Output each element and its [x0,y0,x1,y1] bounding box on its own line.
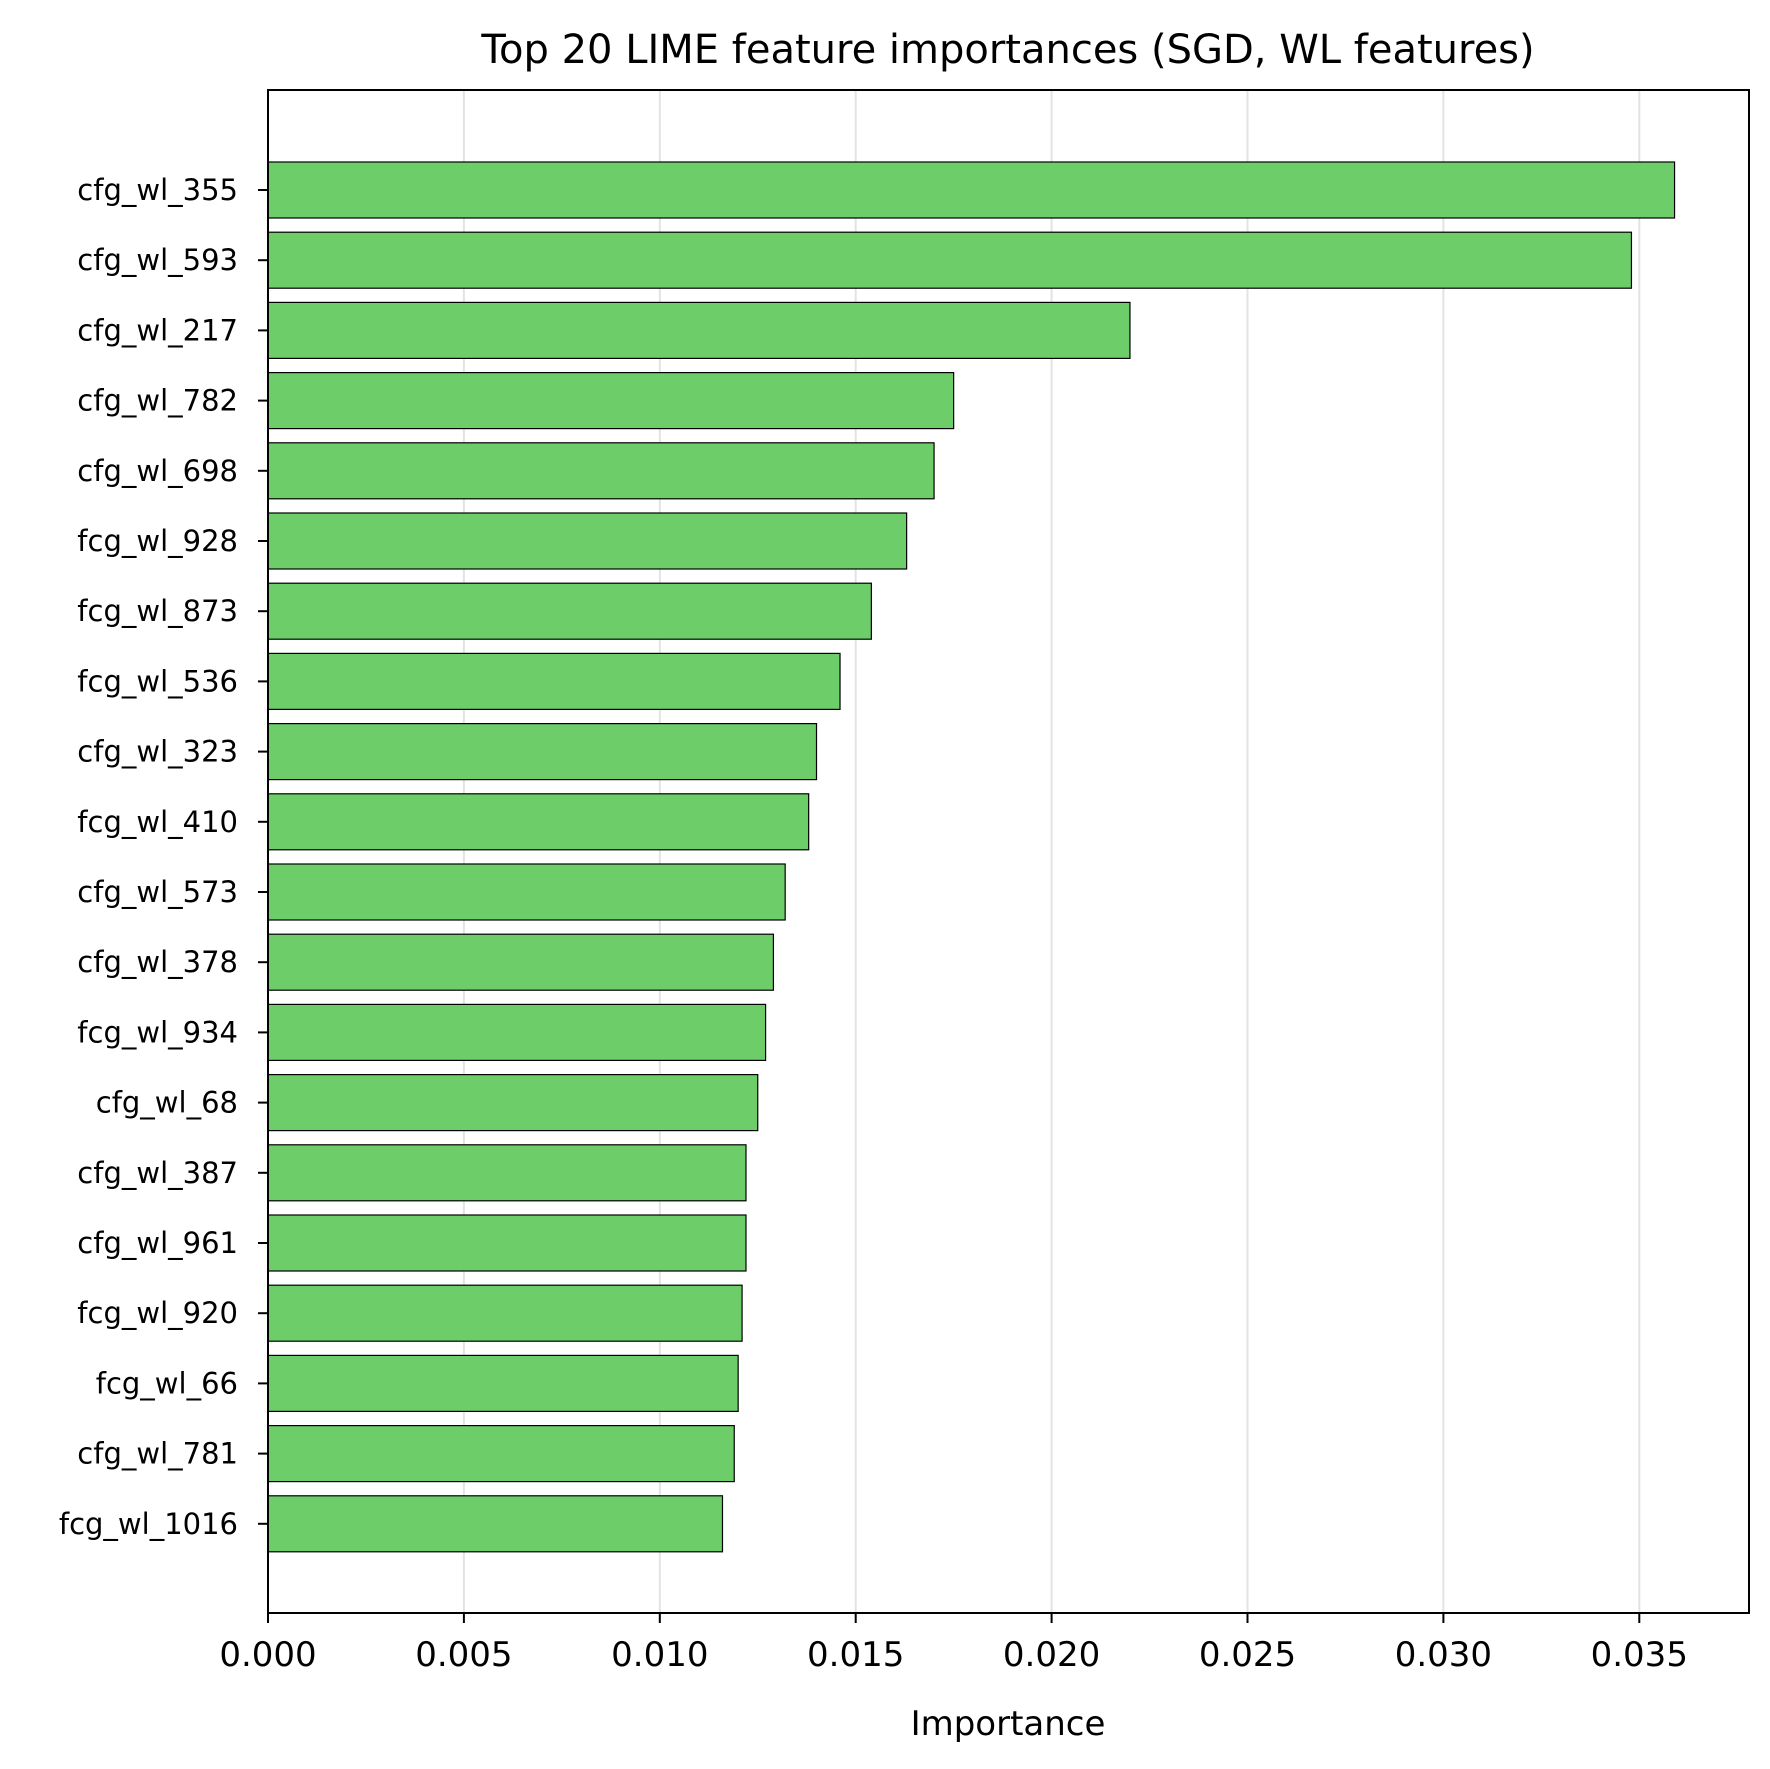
bar-cfg-wl-961 [267,1214,747,1272]
bar-cfg-wl-68 [267,1073,759,1132]
bar-fcg-wl-536 [267,652,841,711]
x-tick-label: 0.005 [415,1635,512,1675]
bar-cfg-wl-593 [267,231,1633,289]
bar-cfg-wl-698 [267,442,935,500]
chart-title: Top 20 LIME feature importances (SGD, WL… [480,27,1534,73]
y-tick-label: fcg_wl_410 [77,805,238,839]
y-tick-label: cfg_wl_387 [77,1156,238,1190]
y-tick-label: fcg_wl_928 [77,524,238,558]
y-tick-label: cfg_wl_573 [77,875,238,909]
y-tick-label: cfg_wl_217 [77,313,238,347]
y-tick-label: fcg_wl_1016 [59,1507,238,1541]
bar-cfg-wl-355 [267,161,1676,219]
x-tick-label: 0.030 [1395,1635,1492,1675]
y-tick-label: cfg_wl_323 [77,735,238,769]
bars [267,161,1676,1553]
plot-frame [267,89,1750,1614]
x-tick-label: 0.020 [1003,1635,1100,1675]
x-axis-ticks: 0.000 0.005 0.010 0.015 0.020 0.025 0.030 0.035 [219,1613,1688,1675]
y-tick-label: fcg_wl_536 [77,664,238,698]
bar-cfg-wl-323 [267,722,818,781]
bar-cfg-wl-573 [267,863,786,921]
y-axis-ticks: cfg_wl_355 cfg_wl_593 cfg_wl_217 cfg_wl_782… [59,173,268,1541]
bar-fcg-wl-920 [267,1284,743,1342]
y-tick-label: cfg_wl_961 [77,1226,238,1260]
bar-cfg-wl-387 [267,1144,747,1202]
bar-fcg-wl-66 [267,1354,739,1413]
y-tick-label: cfg_wl_782 [77,384,238,418]
bar-cfg-wl-781 [267,1424,735,1483]
y-tick-label: cfg_wl_68 [96,1086,238,1120]
y-tick-label: cfg_wl_698 [77,454,238,488]
x-tick-label: 0.035 [1591,1635,1688,1675]
y-tick-label: fcg_wl_934 [77,1015,238,1049]
bar-fcg-wl-873 [267,582,872,640]
x-axis-label: Importance [911,1704,1106,1744]
y-tick-label: cfg_wl_593 [77,243,238,277]
y-tick-label: cfg_wl_378 [77,945,238,979]
x-tick-label: 0.010 [611,1635,708,1675]
y-tick-label: fcg_wl_920 [77,1296,238,1330]
bar-fcg-wl-934 [267,1003,767,1062]
bar-fcg-wl-928 [267,512,908,570]
x-tick-label: 0.015 [807,1635,904,1675]
x-tick-label: 0.000 [219,1635,316,1675]
bar-cfg-wl-378 [267,933,775,991]
bar-fcg-wl-410 [267,793,810,851]
bar-cfg-wl-217 [267,301,1131,359]
x-tick-label: 0.025 [1199,1635,1296,1675]
y-tick-label: cfg_wl_781 [77,1437,238,1471]
y-tick-label: fcg_wl_873 [77,594,238,628]
bar-cfg-wl-782 [267,372,955,430]
y-tick-label: fcg_wl_66 [96,1366,238,1400]
bar-fcg-wl-1016 [267,1495,724,1553]
y-tick-label: cfg_wl_355 [77,173,238,207]
